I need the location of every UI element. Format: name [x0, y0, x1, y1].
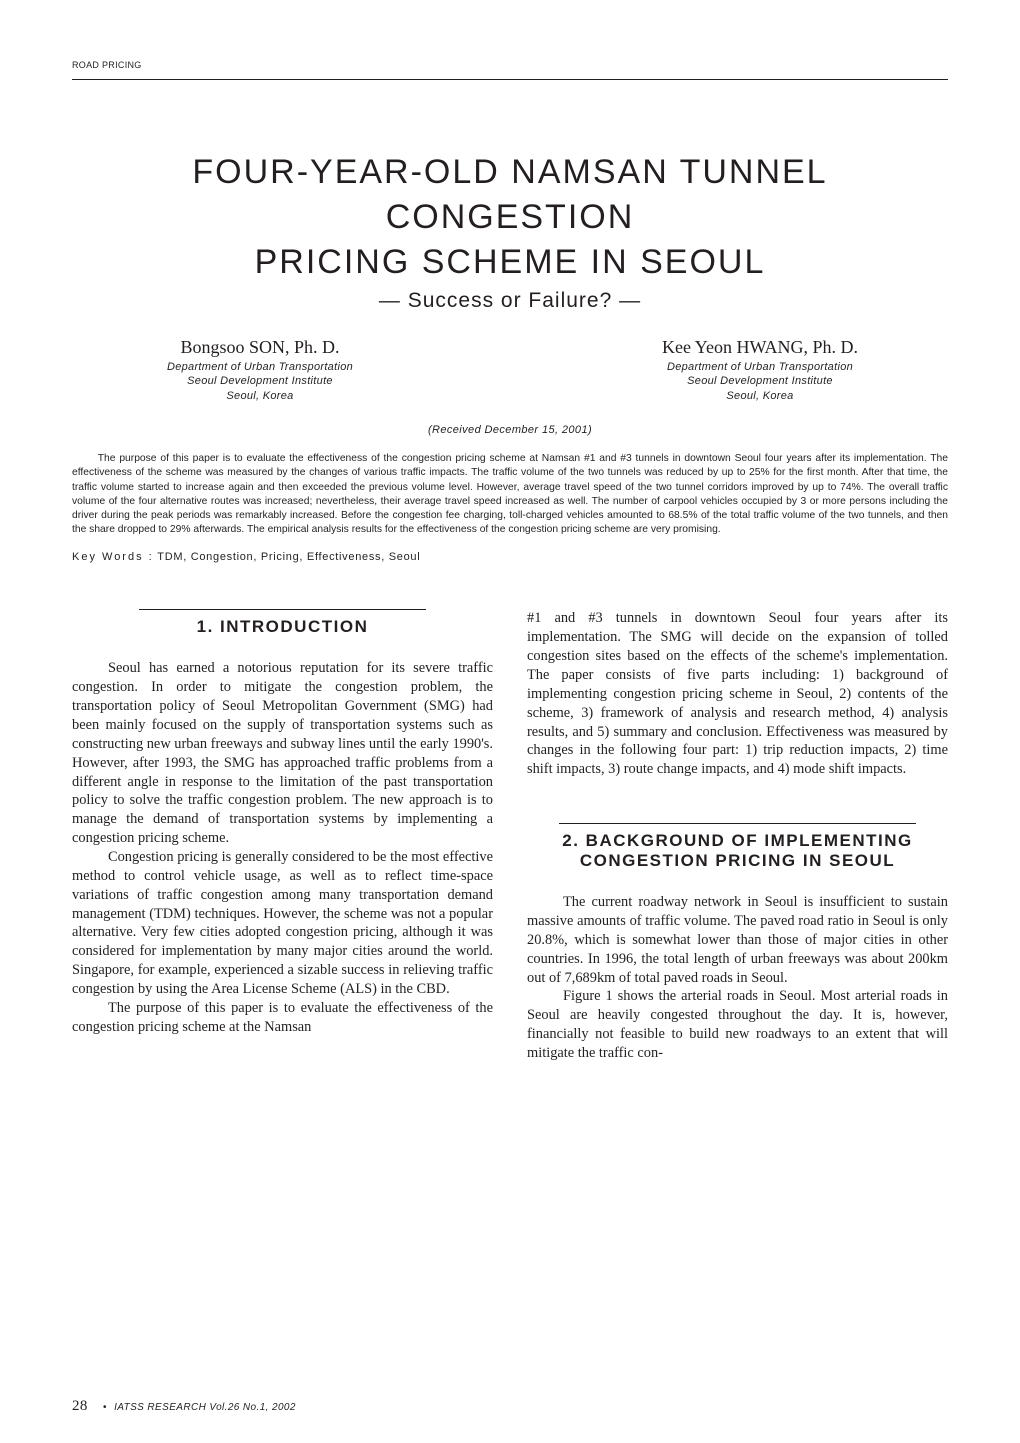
keywords-label: Key Words : [72, 551, 154, 563]
body-paragraph: The current roadway network in Seoul is … [527, 893, 948, 987]
title-line-1: FOUR-YEAR-OLD NAMSAN TUNNEL CONGESTION [192, 153, 827, 236]
footer-bullet: • [103, 1402, 107, 1413]
affil-line: Department of Urban Transportation [667, 361, 853, 373]
author-name: Kee Yeon HWANG, Ph. D. [595, 337, 925, 358]
section-heading-line: 2. BACKGROUND OF IMPLEMENTING [562, 831, 912, 850]
paper-title: FOUR-YEAR-OLD NAMSAN TUNNEL CONGESTION P… [72, 150, 948, 285]
author-name: Bongsoo SON, Ph. D. [95, 337, 425, 358]
author-block-1: Bongsoo SON, Ph. D. Department of Urban … [95, 337, 425, 405]
column-right-continuation: #1 and #3 tunnels in downtown Seoul four… [527, 609, 948, 779]
keywords-line: Key Words : TDM, Congestion, Pricing, Ef… [72, 551, 948, 563]
body-paragraph: Seoul has earned a notorious reputation … [72, 659, 493, 848]
body-paragraph: The purpose of this paper is to evaluate… [72, 999, 493, 1037]
affil-line: Seoul, Korea [726, 390, 793, 402]
keywords-values: TDM, Congestion, Pricing, Effectiveness,… [157, 551, 420, 563]
two-column-body: 1. INTRODUCTION Seoul has earned a notor… [72, 609, 948, 1062]
received-date: (Received December 15, 2001) [72, 424, 948, 436]
paper-subtitle: — Success or Failure? — [72, 289, 948, 313]
column-right: #1 and #3 tunnels in downtown Seoul four… [527, 609, 948, 1062]
authors-row: Bongsoo SON, Ph. D. Department of Urban … [72, 337, 948, 405]
journal-citation: IATSS RESEARCH Vol.26 No.1, 2002 [114, 1402, 296, 1413]
author-affiliation: Department of Urban Transportation Seoul… [95, 360, 425, 405]
title-line-2: PRICING SCHEME IN SEOUL [255, 243, 766, 281]
section-heading-introduction: 1. INTRODUCTION [139, 609, 425, 637]
section-heading-background: 2. BACKGROUND OF IMPLEMENTING CONGESTION… [559, 823, 917, 871]
author-affiliation: Department of Urban Transportation Seoul… [595, 360, 925, 405]
page: ROAD PRICING FOUR-YEAR-OLD NAMSAN TUNNEL… [0, 0, 1020, 1443]
affil-line: Department of Urban Transportation [167, 361, 353, 373]
author-block-2: Kee Yeon HWANG, Ph. D. Department of Urb… [595, 337, 925, 405]
affil-line: Seoul Development Institute [187, 375, 333, 387]
abstract: The purpose of this paper is to evaluate… [72, 452, 948, 537]
affil-line: Seoul, Korea [226, 390, 293, 402]
running-head: ROAD PRICING [72, 60, 948, 80]
column-left: 1. INTRODUCTION Seoul has earned a notor… [72, 609, 493, 1062]
body-paragraph: Figure 1 shows the arterial roads in Seo… [527, 987, 948, 1062]
page-footer: 28 • IATSS RESEARCH Vol.26 No.1, 2002 [72, 1398, 296, 1415]
page-number: 28 [72, 1398, 88, 1414]
affil-line: Seoul Development Institute [687, 375, 833, 387]
body-paragraph: Congestion pricing is generally consider… [72, 848, 493, 999]
section-heading-line: CONGESTION PRICING IN SEOUL [580, 851, 895, 870]
body-paragraph: #1 and #3 tunnels in downtown Seoul four… [527, 609, 948, 779]
